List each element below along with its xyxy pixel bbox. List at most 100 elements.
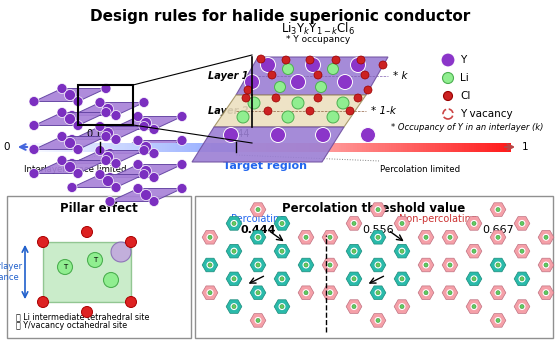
Circle shape [57, 131, 67, 141]
Bar [319, 142, 321, 151]
Circle shape [101, 108, 111, 118]
Polygon shape [394, 217, 410, 230]
Bar [155, 142, 157, 151]
Bar [239, 142, 241, 151]
Bar [136, 142, 139, 151]
Bar [41, 142, 44, 151]
Bar [344, 142, 347, 151]
Circle shape [232, 249, 236, 253]
Circle shape [520, 277, 524, 281]
Bar [107, 142, 110, 151]
Bar [18, 142, 20, 151]
Bar [227, 142, 230, 151]
Bar [483, 142, 486, 151]
Polygon shape [192, 127, 344, 162]
Circle shape [101, 156, 111, 166]
Bar [180, 142, 183, 151]
Circle shape [105, 172, 115, 183]
Bar [466, 142, 469, 151]
Polygon shape [394, 300, 410, 313]
Polygon shape [298, 258, 314, 272]
Bar [222, 142, 224, 151]
Circle shape [149, 172, 159, 183]
Bar [113, 142, 115, 151]
Bar [184, 142, 186, 151]
Bar [162, 142, 164, 151]
Circle shape [231, 303, 237, 310]
Circle shape [446, 289, 454, 296]
Bar [78, 85, 133, 125]
Polygon shape [442, 286, 458, 299]
Bar [124, 142, 126, 151]
Circle shape [105, 197, 115, 207]
Bar [446, 142, 449, 151]
Circle shape [352, 277, 356, 281]
Circle shape [256, 290, 260, 295]
Circle shape [260, 58, 276, 72]
Circle shape [278, 275, 286, 282]
Polygon shape [274, 244, 290, 258]
Bar [268, 142, 271, 151]
Circle shape [67, 158, 77, 168]
Bar [300, 142, 303, 151]
Polygon shape [226, 244, 242, 258]
Circle shape [95, 169, 105, 179]
Text: Layer 2: Layer 2 [208, 106, 248, 116]
Polygon shape [202, 258, 218, 272]
Circle shape [375, 289, 381, 296]
Bar [149, 142, 151, 151]
Circle shape [133, 159, 143, 169]
Circle shape [133, 184, 143, 194]
Bar [198, 142, 200, 151]
Circle shape [149, 148, 159, 158]
Bar [455, 142, 458, 151]
Polygon shape [202, 286, 218, 299]
Polygon shape [322, 286, 338, 299]
Circle shape [125, 296, 137, 307]
Bar [394, 142, 396, 151]
Bar [120, 142, 122, 151]
Bar [400, 142, 403, 151]
Circle shape [280, 305, 284, 309]
Bar [140, 142, 142, 151]
Bar [38, 142, 40, 151]
Bar [362, 142, 365, 151]
Polygon shape [298, 286, 314, 299]
Circle shape [376, 207, 380, 211]
Bar [131, 142, 133, 151]
Text: * k: * k [393, 71, 408, 81]
Bar [458, 142, 460, 151]
Polygon shape [274, 300, 290, 313]
Circle shape [376, 235, 380, 239]
Circle shape [105, 148, 115, 158]
Bar [506, 142, 508, 151]
Bar [339, 142, 342, 151]
Circle shape [256, 207, 260, 211]
Circle shape [494, 317, 502, 324]
Circle shape [306, 107, 314, 115]
Circle shape [73, 145, 83, 155]
Polygon shape [490, 230, 506, 244]
Bar [34, 142, 37, 151]
Bar [189, 142, 192, 151]
Bar [44, 142, 46, 151]
Bar [142, 142, 144, 151]
Circle shape [351, 220, 357, 227]
Polygon shape [346, 272, 362, 286]
Bar [353, 142, 356, 151]
Circle shape [519, 303, 525, 310]
Bar [156, 142, 158, 151]
Polygon shape [34, 137, 106, 149]
Bar [410, 142, 413, 151]
Circle shape [346, 107, 354, 115]
Polygon shape [514, 244, 530, 258]
Bar [287, 142, 290, 151]
Polygon shape [394, 272, 410, 286]
Bar [83, 142, 86, 151]
Polygon shape [250, 314, 266, 327]
Bar [60, 142, 62, 151]
Polygon shape [490, 286, 506, 299]
Bar [25, 142, 27, 151]
Bar [417, 142, 419, 151]
Bar [47, 142, 49, 151]
